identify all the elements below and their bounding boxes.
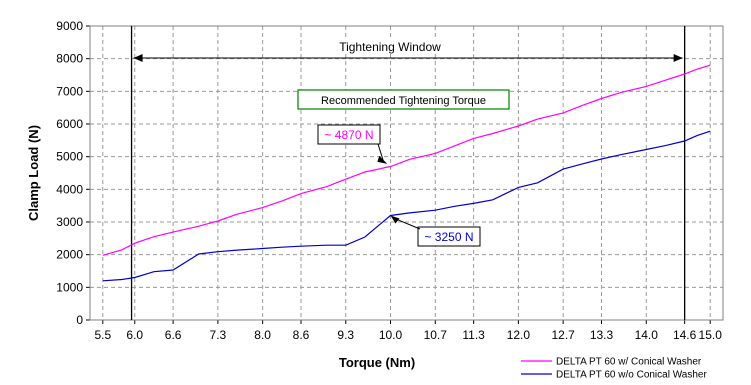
x-tick-label: 6.0 xyxy=(126,328,143,342)
x-tick-label: 11.3 xyxy=(462,328,485,342)
plot-border xyxy=(89,25,724,321)
legend-entry: DELTA PT 60 w/o Conical Washer xyxy=(556,370,707,381)
window-arrow-head-left xyxy=(133,54,143,62)
x-tick-label: 9.3 xyxy=(337,328,354,342)
series-group xyxy=(102,64,711,282)
x-tick-label: 5.5 xyxy=(94,328,111,342)
x-tick-label: 8.0 xyxy=(254,328,271,342)
x-tick-label: 15.0 xyxy=(699,328,723,342)
window-lines xyxy=(130,26,686,320)
upper-callout-label: ~ 4870 N xyxy=(324,128,373,142)
legend: DELTA PT 60 w/ Conical Washer DELTA PT 60… xyxy=(521,357,707,381)
lower-callout-arrowhead xyxy=(390,215,400,224)
x-tick-label: 10.0 xyxy=(379,328,403,342)
x-tick-label: 13.3 xyxy=(590,328,614,342)
x-tick-label: 7.3 xyxy=(210,328,227,342)
upper-callout-box xyxy=(317,124,381,145)
x-tick-label: 12.0 xyxy=(507,328,531,342)
x-tick-label: 12.7 xyxy=(551,328,575,342)
plot-area xyxy=(90,26,723,320)
x-tick-label: 8.6 xyxy=(293,328,310,342)
y-tick-label: 9000 xyxy=(56,19,83,33)
x-tick-label: 10.7 xyxy=(424,328,448,342)
recommended-label: Recommended Tightening Torque xyxy=(321,95,486,107)
y-tick-label: 6000 xyxy=(56,117,83,131)
upper-callout-arrowhead xyxy=(377,155,388,164)
series-line xyxy=(102,130,711,282)
window-label: Tightening Window xyxy=(339,40,441,54)
lower-callout-leader xyxy=(394,218,421,230)
y-tick-label: 8000 xyxy=(56,52,83,66)
y-tick-label: 3000 xyxy=(56,215,83,229)
window-arrow-head-right xyxy=(673,54,683,62)
x-tick-label: 6.6 xyxy=(165,328,182,342)
y-tick-label: 0 xyxy=(76,313,83,327)
lower-callout-label: ~ 3250 N xyxy=(424,230,473,244)
x-tick-label: 14.0 xyxy=(635,328,659,342)
window-label-bg xyxy=(330,38,450,54)
x-axis-title: Torque (Nm) xyxy=(339,355,415,370)
y-tick-label: 5000 xyxy=(56,150,83,164)
series-line xyxy=(102,64,711,256)
y-tick-label: 2000 xyxy=(56,248,83,262)
y-axis-title: Clamp Load (N) xyxy=(26,125,41,221)
y-tick-label: 7000 xyxy=(56,84,83,98)
legend-entry: DELTA PT 60 w/ Conical Washer xyxy=(556,357,702,368)
y-tick-label: 4000 xyxy=(56,182,83,196)
annotations: Tightening Window Recommended Tightening … xyxy=(133,38,683,247)
x-tick-label: 14.6 xyxy=(673,328,697,342)
recommended-box xyxy=(297,89,510,110)
lower-callout-box xyxy=(417,226,481,247)
y-tick-labels: 0 1000 2000 3000 4000 5000 6000 7000 8000 9000 xyxy=(56,19,83,327)
x-tick-labels: 5.5 6.0 6.6 7.3 8.0 8.6 9.3 10.0 10.7 11.3 12.0 12.… xyxy=(94,328,722,342)
upper-callout-leader xyxy=(377,143,384,162)
y-tick-label: 1000 xyxy=(56,280,83,294)
